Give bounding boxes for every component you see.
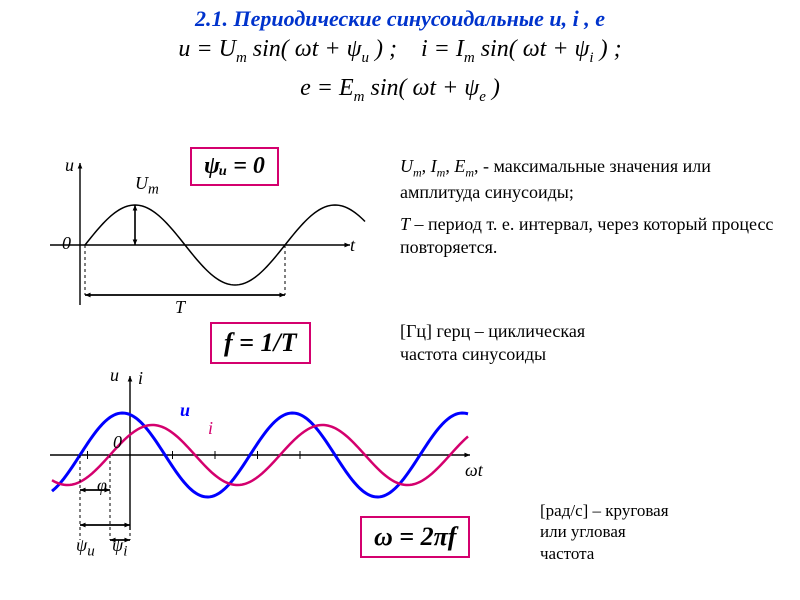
equation-line-2: e = Em sin( ωt + ψe ) [0,71,800,110]
chart1-y-label: u [65,155,74,176]
equation-line-1: u = Um sin( ωt + ψu ) ; i = Im sin( ωt +… [0,32,800,71]
chart1-x-label: t [350,235,355,256]
chart1-t-label: T [175,297,185,318]
omega-formula-box: ω = 2πf [360,516,470,558]
chart-1-region: ψᵤ = 0 u t Um 0 T [30,155,400,315]
chart-1-svg [30,155,370,315]
right-text-block: Um, Im, Em, - максимальные значения или … [400,155,780,267]
freq-formula-box: f = 1/T [210,322,311,364]
chart2-i-axis: i [138,368,143,389]
page-title: 2.1. Периодические синусоидальные u, i ,… [0,0,800,32]
chart2-i-wave-label: i [208,418,213,439]
chart1-zero: 0 [62,233,71,254]
chart2-u-wave-label: u [180,400,190,421]
period-text: T – период т. е. интервал, через который… [400,213,780,260]
chart2-phi: φ [97,475,107,496]
chart2-psi-i: ψi [112,535,127,561]
amplitude-text: Um, Im, Em, - максимальные значения или … [400,155,780,205]
hertz-text: [Гц] герц – циклическая частота синусоид… [400,320,780,367]
chart2-u-axis: u [110,365,119,386]
chart2-zero: 0 [113,432,122,453]
chart-1: u t Um 0 T [30,155,370,315]
chart1-um-label: Um [135,173,159,199]
rad-s-text: [рад/с] – круговая или угловая частота [540,500,790,564]
chart2-psi-u: ψu [76,535,95,561]
chart2-x-axis: ωt [465,460,483,481]
